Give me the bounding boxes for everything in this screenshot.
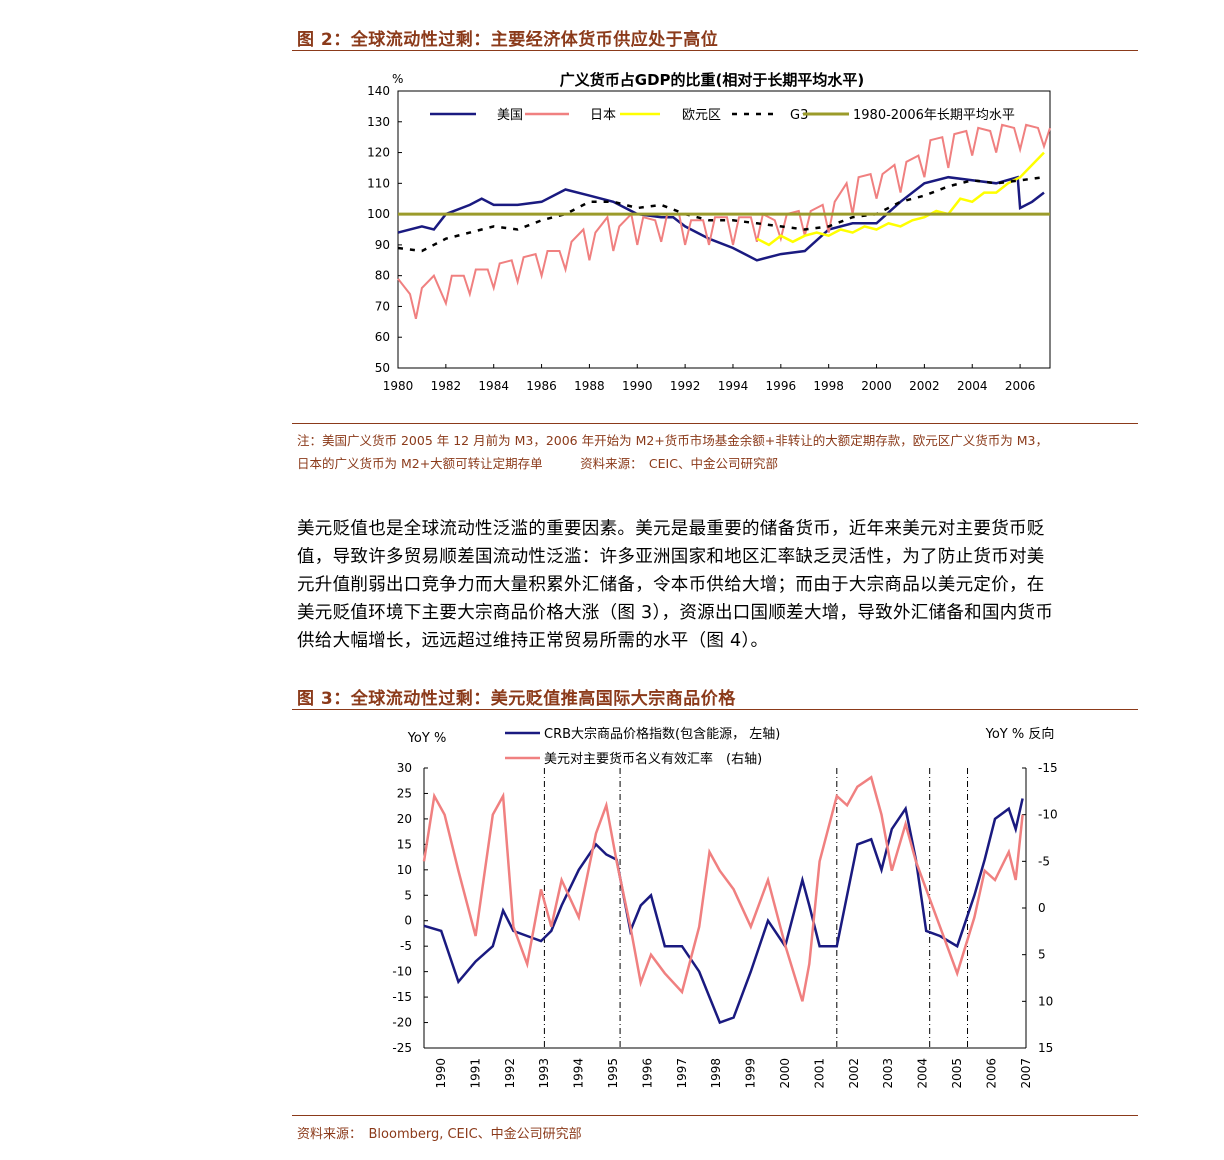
- chart1-y-tick-label: 130: [367, 115, 390, 129]
- chart2-y-tick-label: -20: [392, 1016, 412, 1030]
- chart2-series-line-1: [422, 775, 1024, 1002]
- chart1-x-tick-label: 1980: [383, 379, 414, 393]
- chart2-x-tick-label: 1991: [468, 1058, 482, 1089]
- chart1-y-tick-label: 90: [375, 238, 390, 252]
- chart1-x-tick-label: 1998: [813, 379, 844, 393]
- chart2-x-tick-label: 1998: [709, 1058, 723, 1089]
- chart1-legend-label-3: G3: [790, 108, 808, 123]
- chart2-y-tick-label: 25: [397, 786, 412, 800]
- chart2-y-tick-label: -25: [392, 1041, 412, 1055]
- chart1-y-tick-label: 110: [367, 176, 390, 190]
- chart2-y-tick-label: 0: [404, 914, 412, 928]
- chart2-y2-tick-label: -15: [1038, 761, 1058, 775]
- chart1-x-tick-label: 1994: [718, 379, 749, 393]
- chart1-y-unit: %: [392, 72, 403, 86]
- chart2-x-tick-label: 2005: [950, 1058, 964, 1089]
- chart2-legend-label-0: CRB大宗商品价格指数(包含能源， 左轴): [544, 726, 780, 742]
- chart2-x-tick-label: 2007: [1019, 1058, 1033, 1089]
- chart1-title: 广义货币占GDP的比重(相对于长期平均水平): [560, 71, 864, 89]
- chart1-x-tick-label: 1984: [478, 379, 509, 393]
- chart2-y-tick-label: -5: [400, 939, 412, 953]
- chart1-series-line-3: [397, 175, 1045, 253]
- body-paragraph-line3: 元升值削弱出口竞争力而大量积累外汇储备，令本币供给大增；而由于大宗商品以美元定价…: [297, 575, 1045, 595]
- chart2-x-tick-label: 2006: [984, 1058, 998, 1089]
- figure3-source: 资料来源： Bloomberg, CEIC、中金公司研究部: [297, 1127, 582, 1142]
- chart1-y-tick-label: 120: [367, 146, 390, 160]
- chart1-x-tick-label: 1982: [431, 379, 462, 393]
- chart1-x-tick-label: 2002: [909, 379, 940, 393]
- chart2-y2-tick-label: 10: [1038, 994, 1053, 1008]
- chart-crb-vs-usd: YoY % YoY % 反向 30 25 20 15 10 5 0 -5 -10 -15 -20 -25 -…: [392, 726, 1058, 1089]
- chart1-y-tick-label: 70: [375, 299, 390, 313]
- chart2-y-tick-label: 5: [404, 888, 412, 902]
- figure2-note-line2: 日本的广义货币为 M2+大额可转让定期存单 资料来源： CEIC、中金公司研究部: [297, 456, 778, 471]
- figure2-bottom-rule: [292, 423, 1138, 424]
- chart2-x-tick-label: 2004: [916, 1058, 930, 1089]
- chart1-y-tick-label: 50: [375, 361, 390, 375]
- body-paragraph-line5: 供给大幅增长，远远超过维持正常贸易所需的水平（图 4）。: [297, 631, 769, 651]
- chart2-y2-tick-label: 15: [1038, 1041, 1053, 1055]
- chart1-plot-frame: [397, 90, 1051, 369]
- chart1-x-tick-label: 2006: [1005, 379, 1036, 393]
- figure3-top-rule: [292, 709, 1138, 710]
- chart2-y-tick-label: 30: [397, 761, 412, 775]
- chart1-x-tick-label: 1992: [670, 379, 701, 393]
- chart2-y-tick-label: 10: [397, 863, 412, 877]
- chart1-legend-label-1: 日本: [590, 108, 616, 123]
- body-paragraph-line4: 美元贬值环境下主要大宗商品价格大涨（图 3），资源出口国顺差大增，导致外汇储备和…: [297, 603, 1054, 623]
- chart2-left-unit: YoY %: [407, 731, 447, 746]
- chart1-y-tick-label: 140: [367, 84, 390, 98]
- chart1-x-tick-label: 1986: [526, 379, 557, 393]
- chart2-x-tick-label: 1996: [640, 1058, 654, 1089]
- chart2-legend-label-1: 美元对主要货币名义有效汇率 (右轴): [544, 751, 762, 767]
- chart2-y-tick-label: -10: [392, 965, 412, 979]
- chart1-series-line-2: [756, 151, 1045, 247]
- chart2-x-tick-label: 1999: [744, 1058, 758, 1089]
- chart2-y2-tick-label: 5: [1038, 948, 1046, 962]
- chart1-series-line-1: [397, 123, 1051, 320]
- chart2-x-tick-label: 1993: [537, 1058, 551, 1089]
- figure2-title: 图 2：全球流动性过剩：主要经济体货币供应处于高位: [297, 30, 719, 50]
- chart1-x-tick-label: 2004: [957, 379, 988, 393]
- figure2-top-rule: [292, 50, 1138, 51]
- chart1-legend-label-0: 美国: [497, 108, 523, 123]
- chart1-y-tick-label: 60: [375, 330, 390, 344]
- body-paragraph-line2: 值，导致许多贸易顺差国流动性泛滥：许多亚洲国家和地区汇率缺乏灵活性，为了防止货币…: [297, 547, 1045, 567]
- chart2-x-tick-label: 1992: [503, 1058, 517, 1089]
- chart2-y2-tick-label: 0: [1038, 901, 1046, 915]
- chart-money-supply: 广义货币占GDP的比重(相对于长期平均水平)%140 130 120 110 100 90…: [367, 71, 1051, 393]
- chart2-x-tick-label: 2003: [881, 1058, 895, 1089]
- chart2-x-tick-label: 2002: [847, 1058, 861, 1089]
- chart2-y-tick-label: 15: [397, 837, 412, 851]
- body-paragraph-line1: 美元贬值也是全球流动性泛滥的重要因素。美元是最重要的储备货币，近年来美元对主要货…: [297, 519, 1045, 539]
- chart1-series-line-0: [397, 175, 1045, 262]
- chart1-y-tick-label: 80: [375, 269, 390, 283]
- chart2-x-tick-label: 2001: [812, 1058, 826, 1089]
- chart2-y-tick-label: -15: [392, 990, 412, 1004]
- chart1-x-tick-label: 1996: [766, 379, 797, 393]
- chart1-x-tick-label: 2000: [861, 379, 892, 393]
- chart1-legend-label-4: 1980-2006年长期平均水平: [853, 108, 1015, 123]
- chart2-x-tick-label: 1995: [606, 1058, 620, 1089]
- chart1-x-tick-label: 1988: [574, 379, 605, 393]
- chart2-x-tick-label: 1997: [675, 1058, 689, 1089]
- chart2-y2-tick-label: -5: [1038, 854, 1050, 868]
- chart2-y2-tick-label: -10: [1038, 808, 1058, 822]
- chart1-y-tick-label: 100: [367, 207, 390, 221]
- chart2-x-tick-label: 1994: [572, 1058, 586, 1089]
- chart2-right-unit: YoY % 反向: [985, 726, 1055, 742]
- figure3-bottom-rule: [292, 1115, 1138, 1116]
- chart2-y-tick-label: 20: [397, 812, 412, 826]
- chart2-x-tick-label: 1990: [434, 1058, 448, 1089]
- figure2-note-line1: 注：美国广义货币 2005 年 12 月前为 M3，2006 年开始为 M2+货…: [297, 433, 1048, 448]
- chart2-series-line-0: [423, 798, 1024, 1025]
- chart2-x-tick-label: 2000: [778, 1058, 792, 1089]
- chart1-x-tick-label: 1990: [622, 379, 653, 393]
- figure3-title: 图 3：全球流动性过剩：美元贬值推高国际大宗商品价格: [297, 689, 736, 709]
- chart1-legend-label-2: 欧元区: [682, 108, 721, 123]
